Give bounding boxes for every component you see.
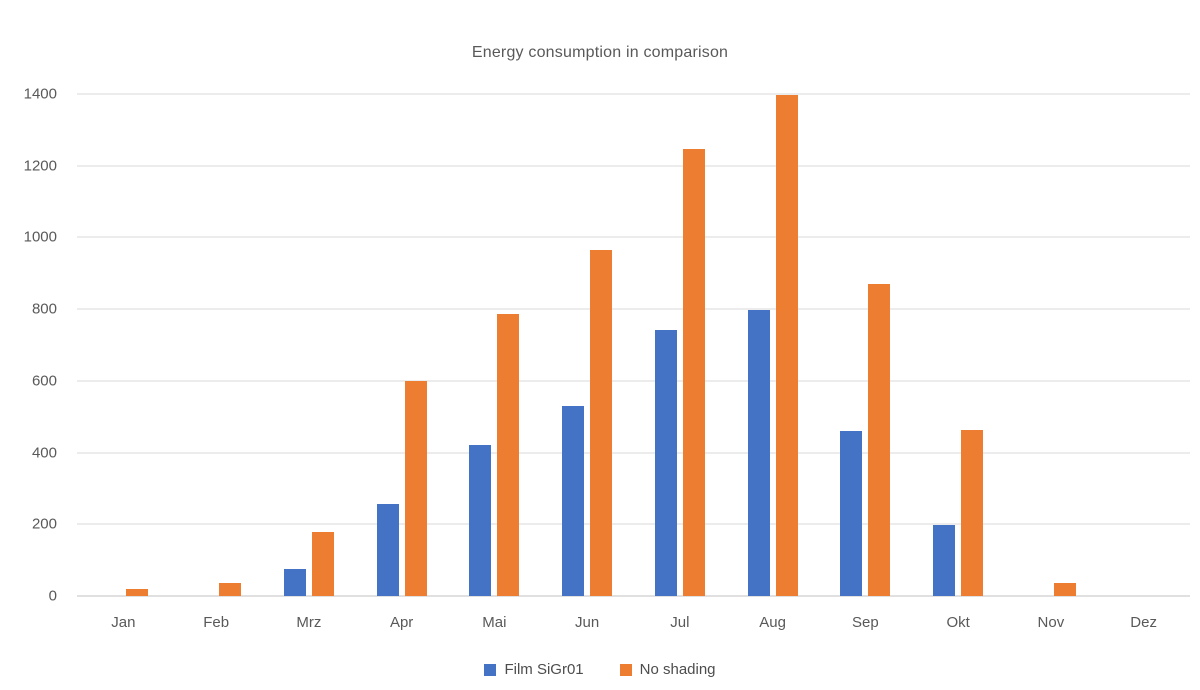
y-axis-tick-600: 600 bbox=[31, 372, 57, 390]
bar-no-shading-jan bbox=[126, 588, 149, 596]
x-axis-label-nov: Nov bbox=[1037, 614, 1065, 631]
legend-swatch-blue-icon bbox=[484, 663, 497, 676]
category-mai: Mai bbox=[448, 94, 541, 631]
y-axis-tick-200: 200 bbox=[31, 515, 57, 533]
category-feb: Feb bbox=[170, 94, 263, 631]
category-aug: Aug bbox=[726, 94, 819, 631]
bar-no-shading-aug bbox=[775, 95, 798, 596]
chart-title: Energy consumption in comparison bbox=[471, 44, 729, 61]
gridline-800 bbox=[77, 308, 1190, 310]
gridline-1000 bbox=[77, 236, 1190, 238]
bar-no-shading-apr bbox=[404, 380, 427, 596]
gridline-1400 bbox=[77, 93, 1190, 95]
bar-no-shading-jun bbox=[590, 250, 613, 596]
plot-area: 0 200 400 600 800 1000 1200 1400 Jan Feb Mrz Apr Mai… bbox=[24, 86, 1190, 631]
categories-row: Jan Feb Mrz Apr Mai Jun Jul Aug Sep Okt Nov Dez bbox=[77, 94, 1190, 631]
y-axis-tick-1400: 1400 bbox=[23, 85, 57, 103]
y-axis-tick-0: 0 bbox=[48, 587, 57, 605]
gridline-1200 bbox=[77, 165, 1190, 167]
category-jun: Jun bbox=[541, 94, 634, 631]
gridline-600 bbox=[77, 380, 1190, 382]
category-okt: Okt bbox=[912, 94, 1005, 631]
category-nov: Nov bbox=[1005, 94, 1098, 631]
bar-no-shading-feb bbox=[219, 582, 242, 596]
x-axis-label-aug: Aug bbox=[759, 614, 786, 631]
bar-no-shading-mrz bbox=[311, 532, 334, 596]
bar-film-sigr01-apr bbox=[376, 503, 399, 596]
x-axis-label-jan: Jan bbox=[111, 614, 136, 631]
gridline-200 bbox=[77, 523, 1190, 525]
x-axis-label-mrz: Mrz bbox=[296, 614, 322, 631]
legend-label-no-shading: No shading bbox=[639, 661, 716, 678]
bar-film-sigr01-mai bbox=[469, 445, 492, 596]
x-axis-label-jun: Jun bbox=[575, 614, 600, 631]
bar-film-sigr01-okt bbox=[933, 525, 956, 596]
bar-film-sigr01-jun bbox=[562, 405, 585, 596]
category-apr: Apr bbox=[355, 94, 448, 631]
category-dez: Dez bbox=[1097, 94, 1190, 631]
x-axis-label-apr: Apr bbox=[389, 614, 414, 631]
bar-no-shading-mai bbox=[497, 314, 520, 596]
bar-film-sigr01-jul bbox=[654, 330, 677, 596]
bar-no-shading-jul bbox=[682, 148, 705, 596]
category-jan: Jan bbox=[77, 94, 170, 631]
legend-item-no-shading: No shading bbox=[619, 661, 716, 678]
gridline-0 bbox=[77, 595, 1190, 597]
bar-no-shading-sep bbox=[868, 284, 891, 596]
y-axis-tick-400: 400 bbox=[31, 444, 57, 462]
x-axis-label-mai: Mai bbox=[482, 614, 507, 631]
legend-label-film-sigr01: Film SiGr01 bbox=[504, 661, 584, 678]
y-axis-tick-1200: 1200 bbox=[23, 157, 57, 175]
y-axis-tick-800: 800 bbox=[31, 300, 57, 318]
gridline-400 bbox=[77, 452, 1190, 454]
category-mrz: Mrz bbox=[263, 94, 356, 631]
legend-item-film-sigr01: Film SiGr01 bbox=[484, 661, 584, 678]
x-axis-label-dez: Dez bbox=[1130, 614, 1157, 631]
x-axis-label-sep: Sep bbox=[852, 614, 879, 631]
y-axis-tick-1000: 1000 bbox=[23, 228, 57, 246]
bar-no-shading-okt bbox=[961, 430, 984, 596]
x-axis-label-okt: Okt bbox=[946, 614, 970, 631]
x-axis-label-feb: Feb bbox=[203, 614, 230, 631]
bar-no-shading-nov bbox=[1053, 582, 1076, 596]
chart-legend: Film SiGr01 No shading bbox=[0, 661, 1200, 678]
bar-film-sigr01-mrz bbox=[283, 569, 306, 596]
category-sep: Sep bbox=[819, 94, 912, 631]
category-jul: Jul bbox=[634, 94, 727, 631]
legend-swatch-orange-icon bbox=[619, 663, 632, 676]
x-axis-label-jul: Jul bbox=[670, 614, 690, 631]
bar-film-sigr01-sep bbox=[840, 431, 863, 596]
bar-film-sigr01-aug bbox=[747, 309, 770, 596]
